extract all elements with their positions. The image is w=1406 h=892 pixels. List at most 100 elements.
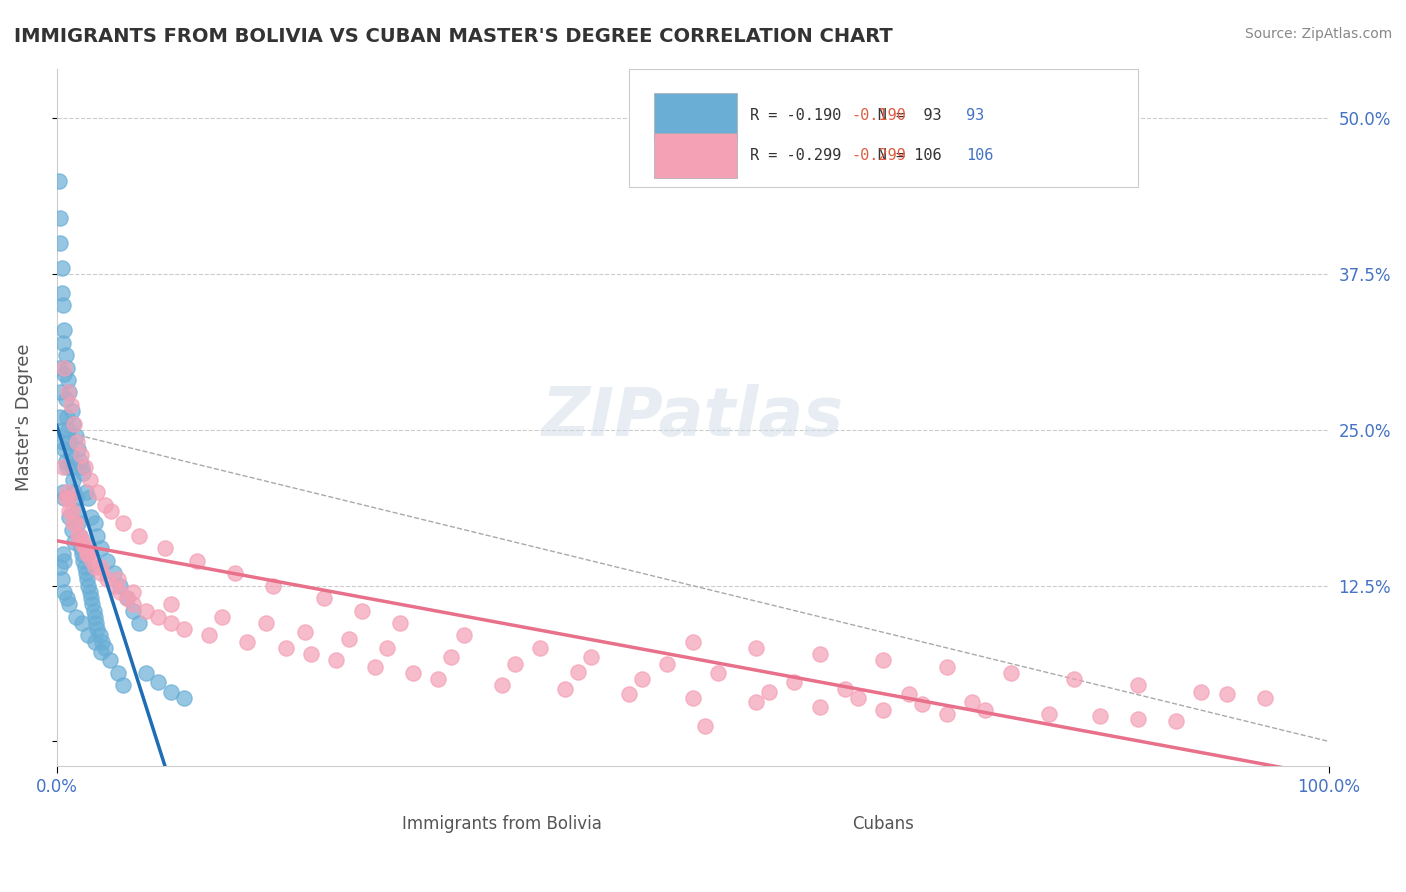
Point: [695, 719, 717, 733]
Point: [75, 485, 97, 500]
Point: [53, 554, 76, 568]
Point: [236, 634, 259, 648]
Point: [1126, 678, 1149, 692]
Point: [76, 573, 98, 587]
Point: [69, 541, 91, 556]
Point: [55, 392, 77, 406]
Point: [98, 653, 121, 667]
Point: [51, 573, 73, 587]
Point: [128, 529, 150, 543]
Point: [274, 640, 297, 655]
Point: [67, 516, 90, 531]
Point: [58, 491, 80, 506]
Point: [80, 591, 103, 606]
Point: [72, 467, 94, 481]
Point: [312, 591, 335, 606]
Point: [59, 398, 82, 412]
Text: -0.190: -0.190: [852, 109, 907, 123]
Point: [69, 529, 91, 543]
Point: [758, 684, 780, 698]
Point: [59, 448, 82, 462]
Point: [58, 510, 80, 524]
Point: [62, 473, 84, 487]
Point: [1126, 712, 1149, 726]
Text: ZIPatlas: ZIPatlas: [541, 384, 844, 450]
Point: [65, 609, 87, 624]
Point: [56, 591, 79, 606]
Point: [834, 681, 856, 696]
Point: [783, 674, 806, 689]
Point: [58, 598, 80, 612]
Point: [173, 690, 195, 705]
Point: [160, 615, 183, 630]
Point: [350, 603, 373, 617]
Point: [427, 672, 450, 686]
Point: [86, 529, 108, 543]
Point: [707, 665, 730, 680]
Point: [1164, 714, 1187, 729]
Point: [60, 504, 83, 518]
Point: [224, 566, 246, 581]
Point: [49, 385, 72, 400]
Point: [128, 615, 150, 630]
Point: [56, 373, 79, 387]
Text: R = -0.299    N = 106: R = -0.299 N = 106: [749, 148, 942, 163]
Point: [808, 647, 831, 661]
Point: [51, 285, 73, 300]
Point: [77, 548, 100, 562]
Point: [62, 417, 84, 431]
Point: [872, 653, 894, 667]
Point: [86, 485, 108, 500]
Point: [745, 640, 768, 655]
Point: [83, 609, 105, 624]
Point: [337, 632, 360, 647]
Point: [122, 585, 145, 599]
Point: [111, 516, 134, 531]
Point: [294, 624, 316, 639]
Point: [80, 510, 103, 524]
Point: [974, 703, 997, 717]
Point: [56, 423, 79, 437]
Point: [52, 485, 75, 500]
Point: [56, 410, 79, 425]
Point: [66, 435, 89, 450]
Point: [82, 598, 104, 612]
Point: [83, 560, 105, 574]
Point: [65, 491, 87, 506]
Point: [49, 410, 72, 425]
Point: [111, 678, 134, 692]
Point: [453, 628, 475, 642]
Point: [53, 585, 76, 599]
FancyBboxPatch shape: [654, 133, 737, 178]
Text: R = -0.190    N =  93: R = -0.190 N = 93: [749, 109, 942, 123]
Point: [65, 429, 87, 443]
Point: [76, 548, 98, 562]
Point: [962, 694, 984, 708]
Point: [63, 535, 86, 549]
Point: [52, 435, 75, 450]
Point: [91, 634, 114, 648]
Point: [52, 460, 75, 475]
Point: [83, 603, 105, 617]
Point: [630, 672, 652, 686]
Point: [51, 260, 73, 275]
Point: [579, 649, 602, 664]
Point: [63, 485, 86, 500]
Point: [70, 460, 93, 475]
Point: [115, 591, 138, 606]
Point: [82, 554, 104, 568]
Point: [1038, 706, 1060, 721]
Point: [96, 554, 118, 568]
Point: [682, 634, 704, 648]
Point: [110, 585, 132, 599]
Point: [83, 634, 105, 648]
Point: [79, 585, 101, 599]
Point: [1191, 684, 1213, 698]
Point: [56, 460, 79, 475]
Y-axis label: Master's Degree: Master's Degree: [15, 343, 32, 491]
Point: [69, 448, 91, 462]
Text: Source: ZipAtlas.com: Source: ZipAtlas.com: [1244, 27, 1392, 41]
Point: [375, 640, 398, 655]
FancyBboxPatch shape: [728, 797, 772, 827]
Point: [70, 548, 93, 562]
